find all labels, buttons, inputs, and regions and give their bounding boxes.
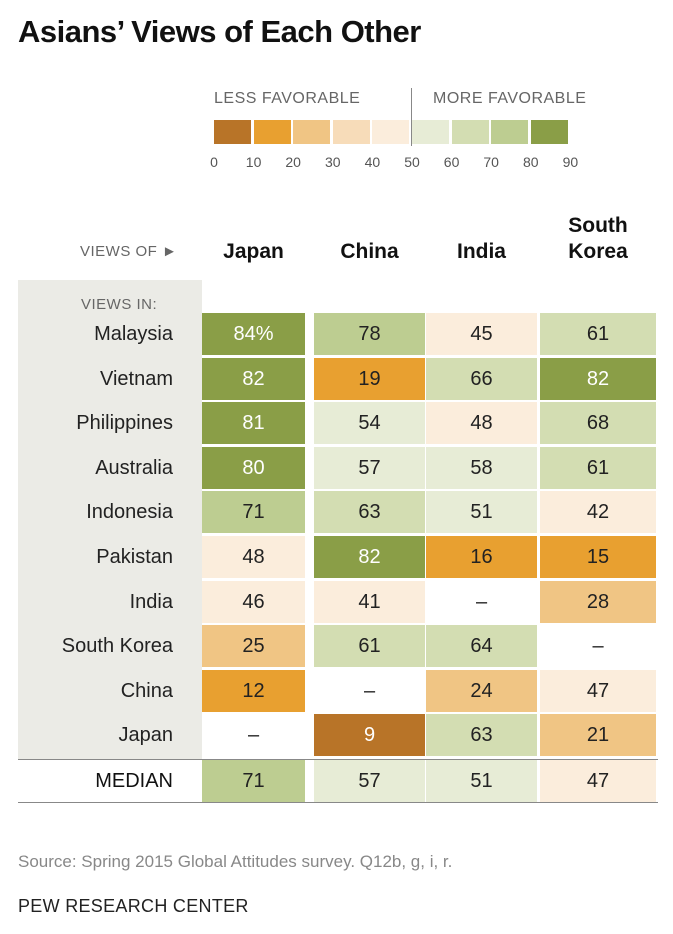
- legend-less-label: LESS FAVORABLE: [214, 90, 361, 107]
- table-cell: 15: [540, 536, 656, 578]
- table-cell: 25: [202, 625, 305, 668]
- row-label: Indonesia: [86, 501, 173, 524]
- legend-divider: [411, 88, 412, 146]
- legend-tick-label: 50: [404, 154, 420, 170]
- row-label: Malaysia: [94, 323, 173, 345]
- legend-swatch: [253, 120, 291, 144]
- table-cell: 64: [426, 625, 537, 668]
- median-cell: 47: [540, 760, 656, 802]
- table-cell: 19: [314, 357, 425, 400]
- table-cell: 47: [540, 669, 656, 712]
- median-cell: 51: [426, 760, 537, 802]
- table-cell: 61: [540, 313, 656, 355]
- table-cell: 24: [426, 669, 537, 712]
- column-header-japan: Japan: [223, 240, 284, 263]
- table-cell: 54: [314, 402, 425, 445]
- column-header-china: China: [340, 240, 399, 263]
- row-label: Australia: [95, 456, 173, 479]
- row-label: Vietnam: [99, 367, 173, 390]
- row-label: Philippines: [76, 412, 173, 435]
- views-in-label: VIEWS IN:: [81, 296, 158, 313]
- legend-tick-label: 20: [285, 154, 301, 170]
- table-cell: 41: [314, 580, 425, 623]
- table-cell: 66: [426, 357, 537, 400]
- row-label: India: [129, 590, 173, 613]
- row-label: Japan: [118, 724, 174, 747]
- legend-tick-label: 0: [210, 154, 218, 170]
- table-cell: 9: [314, 714, 425, 757]
- median-label: MEDIAN: [95, 770, 173, 792]
- median-divider-top: [18, 759, 658, 760]
- legend-tick-label: 80: [523, 154, 539, 170]
- table-cell: 12: [202, 669, 305, 712]
- table-cell: 63: [426, 714, 537, 757]
- table-cell: 82: [540, 357, 656, 400]
- table-cell: 63: [314, 491, 425, 534]
- table-cell: 48: [426, 402, 537, 445]
- table-cell: 61: [540, 446, 656, 489]
- row-label: Pakistan: [96, 546, 173, 568]
- legend-tick-label: 60: [443, 154, 460, 170]
- median-cell: 57: [314, 760, 425, 802]
- table-cell: 61: [314, 625, 425, 668]
- table-cell: 42: [540, 491, 656, 534]
- table-cell: 45: [426, 313, 537, 355]
- views-of-label: VIEWS OF ►: [80, 243, 178, 260]
- row-label: South Korea: [61, 635, 173, 658]
- legend-swatch: [332, 120, 370, 144]
- table-cell: 58: [426, 446, 537, 489]
- table-cell: 21: [540, 714, 656, 757]
- table-cell: –: [314, 669, 425, 712]
- median-divider-bottom: [18, 802, 658, 803]
- table-cell: 84%: [202, 313, 305, 355]
- table-cell: 68: [540, 402, 656, 445]
- table-cell: 71: [202, 491, 305, 534]
- table-cell: 16: [426, 536, 537, 578]
- table-cell: 51: [426, 491, 537, 534]
- source-note: Source: Spring 2015 Global Attitudes sur…: [18, 852, 453, 871]
- table-cell: 82: [314, 536, 425, 578]
- table-cell: –: [540, 625, 656, 668]
- table-cell: 81: [202, 402, 305, 445]
- table-cell: 78: [314, 313, 425, 355]
- legend-swatch: [293, 120, 331, 144]
- table-cell: –: [202, 714, 305, 757]
- legend-tick-label: 40: [364, 154, 381, 170]
- chart-title: Asians’ Views of Each Other: [18, 14, 421, 49]
- legend-tick-label: 30: [325, 154, 341, 170]
- row-label: China: [120, 679, 173, 702]
- legend-swatch: [372, 120, 410, 144]
- median-cell: 71: [202, 760, 305, 802]
- legend-tick-label: 10: [245, 154, 262, 170]
- table-cell: –: [426, 580, 537, 623]
- legend-tick-label: 70: [483, 154, 499, 170]
- table-cell: 28: [540, 580, 656, 623]
- table-cell: 80: [202, 446, 305, 489]
- table-cell: 48: [202, 536, 305, 578]
- legend-swatch: [451, 120, 489, 144]
- org-credit: PEW RESEARCH CENTER: [18, 896, 249, 916]
- legend-swatch: [491, 120, 529, 144]
- legend-swatch: [412, 120, 449, 144]
- row-label-panel: [18, 280, 202, 760]
- legend-more-label: MORE FAVORABLE: [433, 90, 587, 107]
- table-cell: 57: [314, 446, 425, 489]
- column-header-south-korea: South Korea: [568, 214, 628, 263]
- legend-swatch: [530, 120, 568, 144]
- table-cell: 82: [202, 357, 305, 400]
- column-header-india: India: [456, 240, 506, 263]
- legend-swatch: [214, 120, 251, 144]
- table-cell: 46: [202, 580, 305, 623]
- legend-tick-label: 90: [562, 154, 579, 170]
